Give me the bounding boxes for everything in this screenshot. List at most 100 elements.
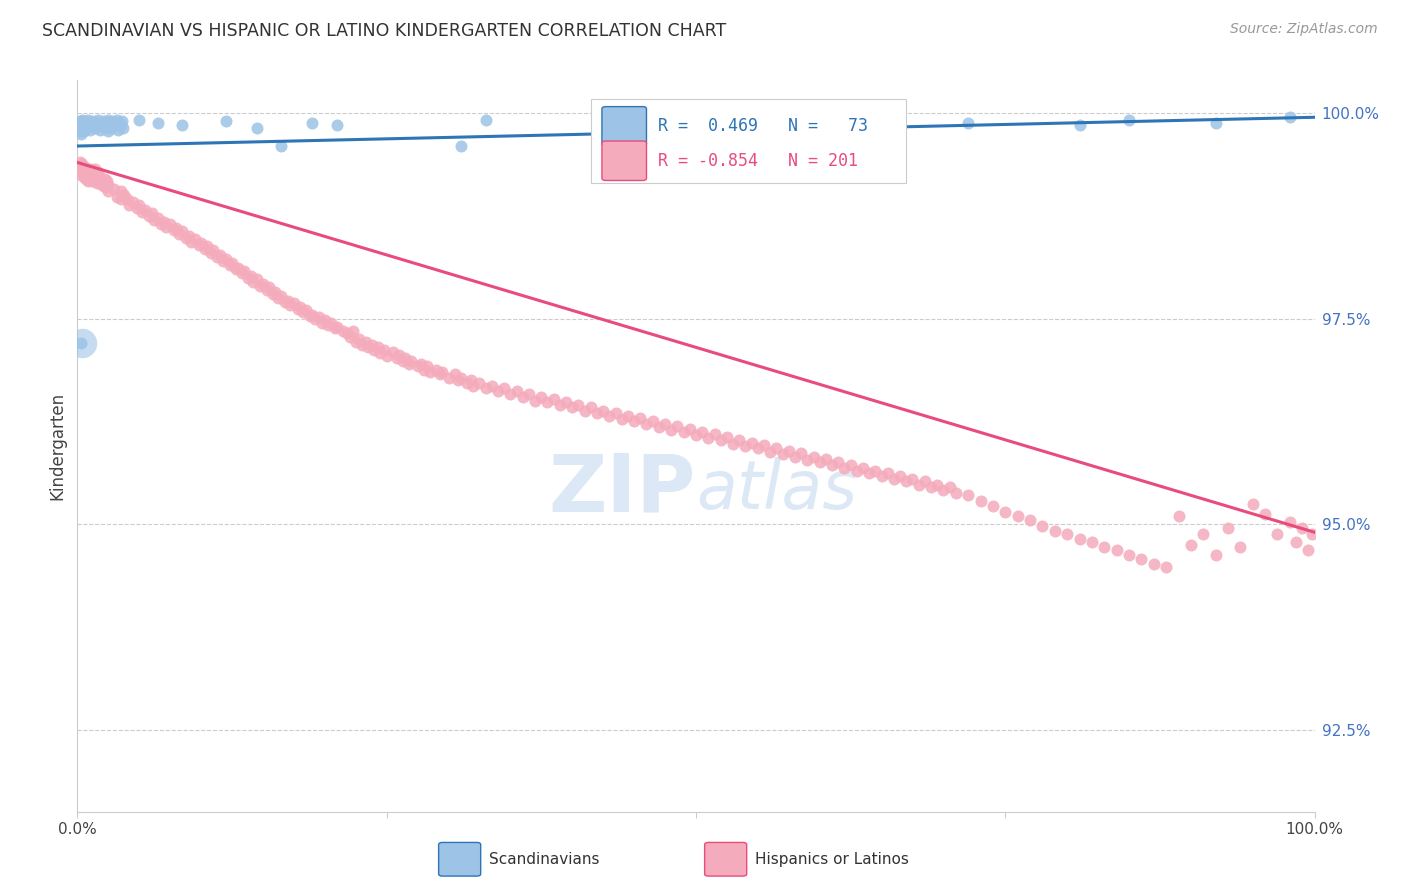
Point [108, 116, 131, 130]
Point [876, 466, 898, 480]
Point [125, 201, 148, 215]
Point [617, 409, 640, 423]
Point [270, 139, 292, 153]
Point [122, 194, 145, 209]
Point [610, 119, 633, 133]
Point [759, 444, 782, 458]
Point [84, 165, 107, 179]
Point [752, 438, 775, 452]
Point [163, 223, 186, 237]
Point [654, 417, 676, 431]
Point [932, 483, 955, 497]
Point [1205, 116, 1227, 130]
Point [111, 114, 134, 128]
Point [115, 193, 138, 207]
Point [146, 116, 169, 130]
Point [215, 252, 238, 267]
Point [77, 173, 100, 187]
Point [360, 338, 382, 352]
Point [83, 162, 105, 177]
Point [87, 112, 110, 127]
Point [927, 477, 949, 491]
Point [215, 114, 238, 128]
Point [91, 119, 114, 133]
Point [143, 213, 166, 227]
Point [89, 170, 111, 185]
Point [1278, 110, 1301, 124]
Point [87, 165, 110, 179]
Point [80, 170, 103, 185]
Point [103, 182, 125, 196]
Point [308, 310, 330, 324]
Point [363, 343, 385, 357]
Point [1167, 508, 1189, 523]
Point [332, 324, 354, 338]
Point [1118, 549, 1140, 563]
Point [97, 178, 120, 193]
Point [710, 434, 733, 448]
Point [456, 376, 478, 390]
Point [896, 475, 918, 489]
Text: R = -0.854   N = 201: R = -0.854 N = 201 [658, 152, 858, 169]
Point [517, 387, 540, 401]
Point [592, 403, 614, 417]
Point [141, 206, 163, 220]
Point [270, 288, 292, 302]
Point [425, 362, 447, 376]
Point [1241, 496, 1264, 510]
Point [1291, 521, 1313, 535]
Point [765, 442, 787, 456]
Point [901, 472, 924, 486]
Point [536, 395, 558, 409]
Point [155, 219, 177, 234]
Point [567, 398, 589, 412]
Point [82, 173, 104, 187]
Point [388, 348, 411, 362]
Point [70, 336, 93, 351]
Point [772, 447, 794, 461]
Point [76, 170, 98, 185]
Point [1301, 527, 1323, 541]
Point [267, 291, 290, 305]
Point [72, 157, 94, 171]
Point [110, 184, 132, 198]
Point [1081, 535, 1104, 549]
Point [118, 198, 141, 212]
Point [1092, 540, 1115, 554]
Point [252, 277, 274, 291]
Point [202, 244, 225, 258]
Point [283, 296, 305, 310]
Point [69, 114, 91, 128]
Point [957, 116, 980, 130]
FancyBboxPatch shape [439, 842, 481, 876]
Text: ZIP: ZIP [548, 450, 696, 529]
Point [641, 413, 664, 427]
Point [858, 466, 880, 480]
Point [561, 401, 583, 415]
Point [747, 442, 769, 456]
Point [1130, 551, 1153, 566]
Point [165, 221, 187, 235]
Point [381, 345, 404, 359]
Point [159, 217, 181, 231]
Point [72, 336, 94, 351]
Point [555, 395, 578, 409]
Point [70, 168, 93, 182]
Point [783, 450, 806, 464]
Point [834, 461, 856, 475]
Point [839, 458, 862, 472]
Point [579, 401, 602, 415]
Point [246, 272, 269, 286]
Point [86, 176, 108, 190]
Text: Hispanics or Latinos: Hispanics or Latinos [755, 852, 910, 867]
Point [101, 120, 124, 135]
Point [1118, 112, 1140, 127]
Point [524, 393, 547, 408]
Point [394, 351, 416, 365]
Point [610, 412, 633, 426]
Point [945, 486, 967, 500]
Point [304, 312, 326, 326]
Point [172, 225, 194, 239]
Point [391, 354, 413, 368]
Point [443, 368, 465, 382]
